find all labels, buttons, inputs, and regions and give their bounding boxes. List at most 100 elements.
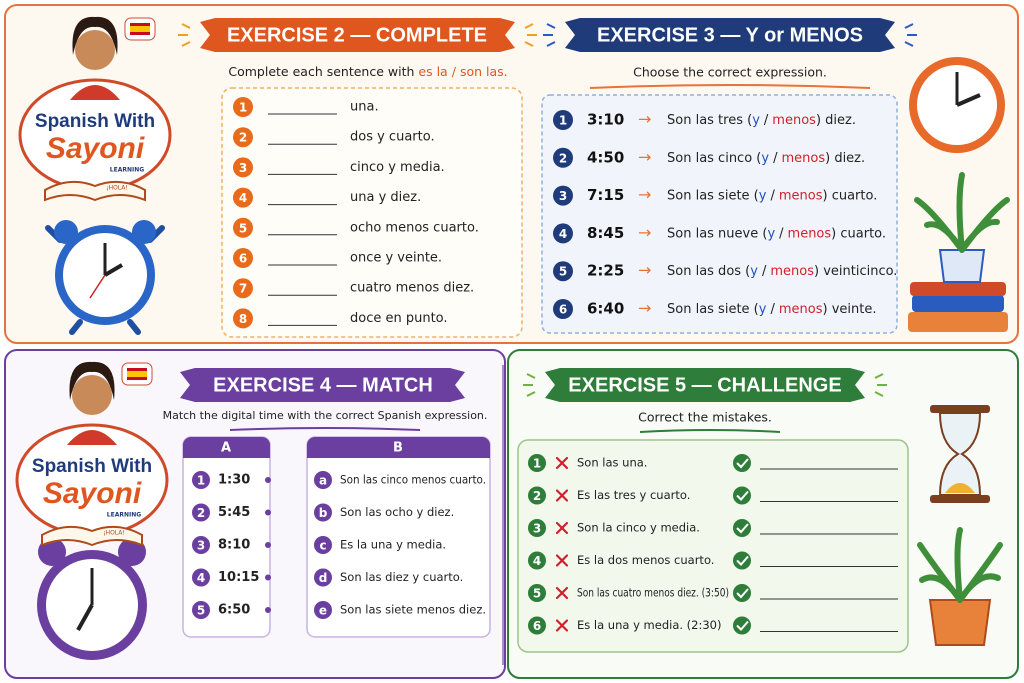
number-badge	[553, 299, 573, 319]
instruction: Match the digital time with the correct …	[163, 409, 488, 422]
sentence: doce en punto.	[350, 311, 448, 326]
teacher-hair	[69, 361, 115, 400]
number-badge	[192, 601, 210, 619]
underline	[589, 84, 871, 89]
expression-end: ) diez.	[816, 113, 856, 128]
expression-end: ) veinte.	[822, 302, 876, 317]
exercise-title: EXERCISE 2 — COMPLETE	[227, 24, 487, 46]
item-number: 5	[559, 265, 567, 279]
match-dot	[265, 574, 271, 581]
check-mark	[736, 523, 749, 534]
check-mark	[736, 620, 749, 631]
instruction-text: Complete each sentence with	[228, 64, 414, 79]
check-badge	[733, 551, 751, 570]
item-number: b	[319, 506, 328, 520]
column-a-header-bar	[183, 437, 270, 458]
check-badge	[733, 454, 751, 472]
book-text: ¡HOLA!	[106, 185, 128, 192]
wrong-sentence: Es las tres y cuarto.	[577, 488, 690, 502]
wrong-sentence: Son la cinco y media.	[577, 521, 700, 535]
potted-plant	[917, 527, 1003, 646]
item-number: 1	[197, 474, 205, 488]
instruction: Correct the mistakes.	[638, 410, 772, 425]
teacher-body	[70, 85, 120, 100]
separator: /	[770, 188, 775, 203]
teacher-hair	[72, 16, 118, 55]
time: 5:45	[218, 505, 250, 520]
sentence: cinco y media.	[350, 160, 445, 175]
choice-menos: menos	[770, 264, 814, 279]
number-badge	[553, 185, 573, 206]
instruction: Complete each sentence with es la / son las…	[228, 64, 507, 79]
number-badge	[192, 536, 210, 554]
wrong-sentence: Son las una.	[577, 456, 647, 470]
choice-menos: menos	[779, 188, 823, 203]
check-mark	[736, 588, 749, 599]
underline	[229, 427, 421, 431]
separator: /	[764, 113, 769, 128]
number-badge	[233, 187, 253, 208]
number-badge	[553, 147, 573, 168]
expression-start: Son las nueve (	[667, 226, 767, 241]
logo-subtitle: LEARNING	[107, 512, 141, 519]
item-number: a	[319, 474, 327, 488]
teacher-head	[75, 30, 115, 70]
item-number: c	[319, 539, 326, 553]
arrow: →	[638, 185, 651, 204]
choice-menos: menos	[772, 113, 816, 128]
item-number: 1	[533, 457, 541, 471]
item-number: d	[319, 571, 328, 585]
expression: Son las dos (y / menos) veinticinco.	[667, 264, 897, 279]
time: 6:40	[587, 300, 624, 318]
check-badge	[733, 616, 751, 635]
item-number: 5	[239, 221, 247, 235]
number-badge	[233, 97, 253, 117]
sentence: dos y cuarto.	[350, 130, 435, 145]
check-mark	[736, 458, 749, 469]
column-header: A	[221, 441, 231, 456]
arrow: →	[638, 147, 651, 166]
number-badge	[192, 471, 210, 489]
orange-clock	[909, 57, 1005, 153]
item-number: e	[319, 604, 327, 618]
expression-start: Son las tres (	[667, 113, 752, 128]
item-number: 1	[559, 114, 567, 128]
time: 6:50	[218, 603, 250, 618]
check-badge	[733, 584, 751, 602]
sentence: ocho menos cuarto.	[350, 220, 479, 235]
expression: Son las siete (y / menos) veinte.	[667, 302, 876, 317]
choice-y: y	[759, 188, 767, 203]
choice-y: y	[750, 264, 758, 279]
item-number: 4	[533, 554, 541, 568]
check-mark	[736, 555, 749, 566]
wrong-sentence: Son las cuatro menos diez. (3:50)	[577, 586, 729, 600]
separator: /	[762, 264, 767, 279]
time: 4:50	[587, 148, 624, 166]
exercise-title: EXERCISE 3 — Y or MENOS	[597, 24, 863, 46]
wrong-mark	[555, 521, 569, 535]
expression-end: ) veinticinco.	[814, 264, 897, 279]
choice-y: y	[752, 113, 760, 128]
expression: Son las nueve (y / menos) cuarto.	[667, 226, 886, 241]
match-dot	[265, 542, 271, 548]
purple-clock	[37, 538, 147, 660]
number-badge	[553, 261, 573, 282]
expression: Son las siete (y / menos) cuarto.	[667, 188, 877, 203]
hourglass	[930, 405, 990, 503]
separator: /	[770, 302, 775, 317]
choice-y: y	[767, 226, 775, 241]
flag-stripe	[127, 371, 147, 377]
number-badge	[192, 568, 210, 587]
arrow: →	[638, 261, 651, 280]
wrong-mark	[555, 586, 569, 600]
number-badge	[553, 223, 573, 244]
exercise3-box	[541, 94, 898, 334]
option: es la	[418, 64, 447, 79]
exercise-title: EXERCISE 5 — CHALLENGE	[568, 374, 841, 396]
number-badge	[314, 568, 332, 587]
banner-exercise5	[523, 368, 887, 402]
item-number: 2	[559, 151, 567, 165]
arrow: →	[638, 299, 651, 318]
number-badge	[528, 454, 546, 472]
